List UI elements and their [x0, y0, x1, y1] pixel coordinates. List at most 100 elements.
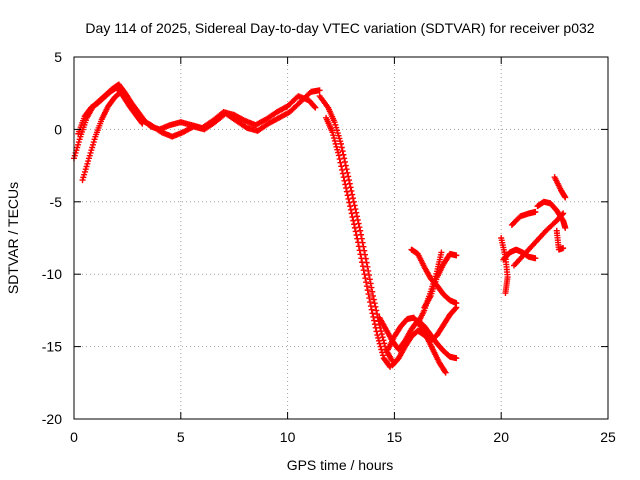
data-point: [438, 249, 445, 256]
data-point: [347, 203, 354, 210]
data-point: [336, 156, 343, 163]
data-point: [453, 300, 460, 307]
data-arc: [551, 174, 569, 201]
data-point: [339, 170, 346, 177]
data-point: [378, 346, 385, 353]
data-point: [339, 166, 346, 173]
data-point: [367, 303, 374, 310]
x-tick-label: 10: [280, 429, 296, 445]
data-point: [89, 141, 96, 148]
data-point: [351, 221, 358, 228]
data-arc: [508, 208, 539, 228]
data-point: [452, 305, 459, 312]
data-point: [372, 303, 379, 310]
data-point: [84, 160, 91, 167]
data-point: [371, 300, 378, 307]
data-point: [368, 284, 375, 291]
data-point: [85, 158, 92, 165]
data-point: [354, 235, 361, 242]
data-point: [338, 144, 345, 151]
y-tick-label: 0: [54, 121, 62, 137]
y-tick-label: -10: [42, 266, 62, 282]
data-point: [80, 174, 87, 181]
axis-ticks: 0 5 10 15 20 25 -20 -15 -10 -5 0 5: [42, 49, 616, 445]
data-point: [350, 198, 357, 205]
data-point: [342, 158, 349, 165]
data-point: [360, 267, 367, 274]
data-point: [365, 291, 372, 298]
data-point: [343, 166, 350, 173]
data-arc: [389, 304, 460, 369]
data-point: [348, 187, 355, 194]
data-point: [345, 195, 352, 202]
data-point: [333, 124, 340, 131]
data-point: [369, 288, 376, 295]
data-point: [352, 228, 359, 235]
data-point: [312, 104, 319, 111]
data-point: [354, 216, 361, 223]
data-point: [344, 169, 351, 176]
data-point: [379, 349, 386, 356]
data-point: [347, 184, 354, 191]
data-point: [355, 239, 362, 246]
data-point: [88, 147, 95, 154]
data-point: [365, 267, 372, 274]
data-point: [335, 132, 342, 139]
data-point: [371, 321, 378, 328]
data-point: [76, 136, 83, 143]
data-point: [82, 166, 89, 173]
data-point: [370, 292, 377, 299]
data-point: [378, 331, 385, 338]
data-point: [356, 247, 363, 254]
x-tick-label: 25: [600, 429, 616, 445]
data-arc: [384, 314, 449, 376]
data-point: [370, 313, 377, 320]
data-point: [87, 149, 94, 156]
data-point: [341, 155, 348, 162]
data-point: [338, 163, 345, 170]
data-point: [371, 317, 378, 324]
data-point: [331, 135, 338, 142]
data-point: [81, 168, 88, 175]
data-point: [374, 332, 381, 339]
data-point: [90, 139, 97, 146]
data-arc: [534, 198, 569, 231]
y-tick-label: 5: [54, 49, 62, 65]
data-point: [355, 220, 362, 227]
x-tick-label: 5: [177, 429, 185, 445]
data-point: [353, 232, 360, 239]
data-point: [340, 151, 347, 158]
data-arc: [323, 114, 394, 370]
data-point: [348, 210, 355, 217]
data-arc: [553, 227, 567, 253]
data-point: [368, 306, 375, 313]
data-point: [441, 368, 448, 375]
data-point: [340, 174, 347, 181]
x-axis-label: GPS time / hours: [287, 457, 394, 473]
data-point: [338, 140, 344, 147]
data-point: [331, 119, 338, 126]
data-point: [361, 271, 368, 278]
data-point: [373, 307, 380, 314]
data-point: [453, 355, 460, 362]
data-point: [364, 287, 371, 294]
data-point: [453, 252, 460, 259]
data-point: [81, 171, 88, 178]
data-point: [91, 136, 98, 143]
y-tick-label: -15: [42, 339, 62, 355]
data-point: [331, 137, 338, 144]
y-axis-label: SDTVAR / TECUs: [5, 182, 21, 294]
data-arc: [500, 246, 539, 263]
data-point: [349, 214, 356, 221]
data-point: [372, 324, 379, 331]
data-point: [349, 191, 356, 198]
data-point: [379, 352, 386, 359]
data-arc: [511, 210, 567, 269]
data-point: [138, 119, 145, 126]
data-point: [89, 144, 96, 151]
data-point: [351, 224, 358, 231]
data-point: [79, 177, 86, 184]
data-point: [74, 144, 81, 151]
data-point: [379, 334, 386, 341]
